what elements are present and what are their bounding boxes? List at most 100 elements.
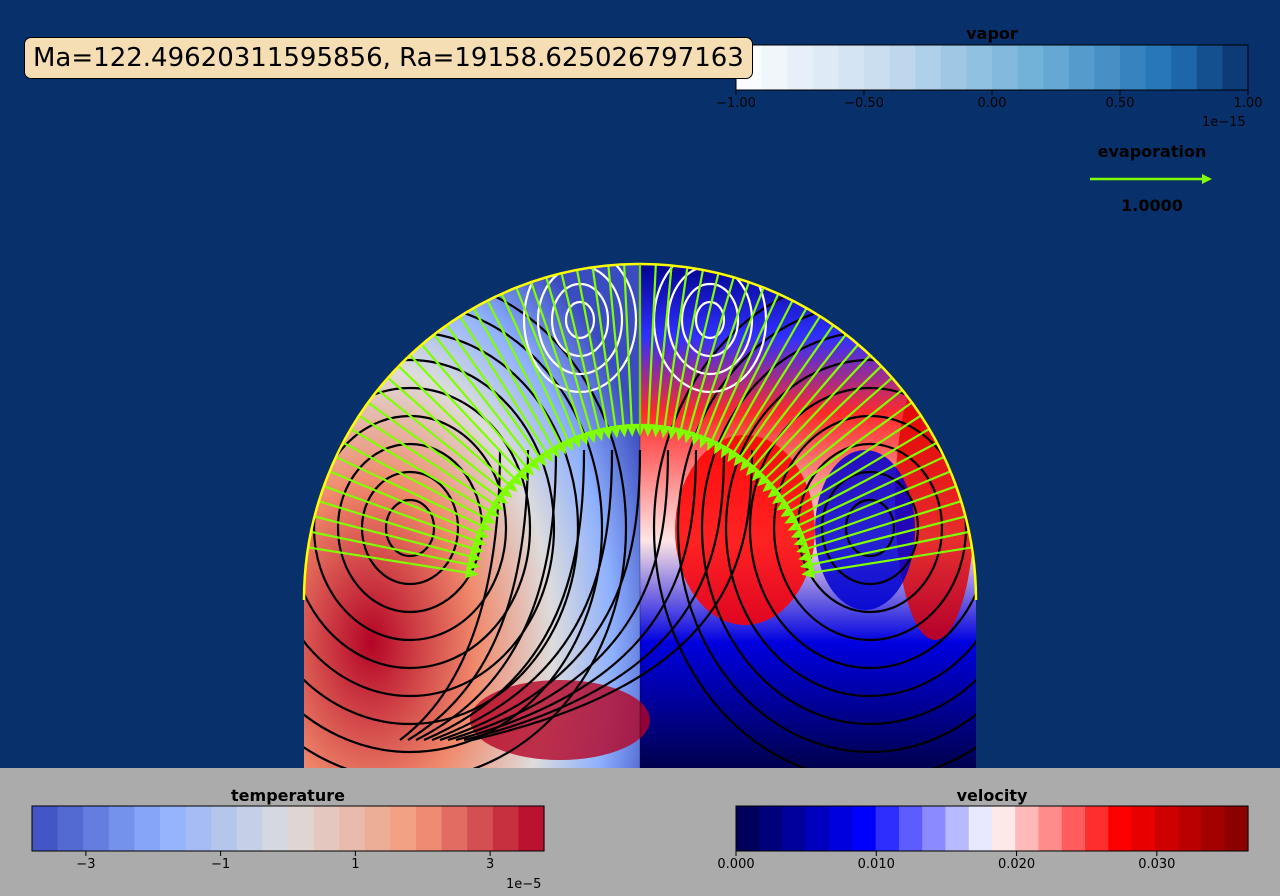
evaporation-arrow-head (762, 479, 776, 493)
evaporation-arrow-head (466, 558, 481, 570)
streamline-central (415, 449, 558, 741)
velocity-colorbar-level-18 (1154, 806, 1179, 851)
evaporation-arrow (734, 324, 835, 465)
evaporation-arrow (685, 277, 735, 441)
temperature-colorbar-level-13 (364, 806, 391, 851)
evaporation-arrow-head (799, 558, 814, 570)
velocity-colorbar-frame (735, 805, 1249, 852)
evaporation-arrow (350, 428, 498, 517)
evaporation-arrow-head (593, 427, 605, 442)
evaporation-arrow (768, 389, 903, 498)
evaporation-arrow (329, 470, 488, 538)
vapor-colorbar-level-9 (966, 45, 993, 90)
evaporation-arrow (763, 376, 893, 492)
evaporation-arrow (662, 267, 689, 436)
evaporation-arrow (795, 485, 957, 545)
velocity-colorbar-tick-label: 0.010 (857, 857, 895, 872)
evaporation-arrow-head (626, 423, 638, 437)
evaporation-arrow-head (577, 431, 589, 446)
evaporation-arrow-head (547, 444, 560, 459)
temperature-colorbar-level-15 (416, 806, 443, 851)
evaporation-arrow-head (470, 542, 484, 554)
evaporation-arrow-head (609, 424, 621, 439)
evaporation-arrows (307, 264, 973, 579)
evaporation-arrow (591, 267, 618, 436)
evaporation-arrow (728, 315, 821, 461)
streamline-top-right (694, 300, 726, 340)
evaporation-arrow (646, 264, 657, 435)
evaporation-arrow-head (504, 479, 518, 493)
velocity-colorbar-level-9 (945, 806, 970, 851)
vapor-colorbar-level-15 (1120, 45, 1147, 90)
streamline-central (455, 449, 698, 742)
evaporation-arrow-head (801, 566, 815, 579)
evaporation-arrow-head (780, 505, 795, 517)
evaporation-arrow-head (767, 485, 781, 498)
evaporation-arrow (560, 273, 603, 439)
vapor-colorbar-level-10 (992, 45, 1019, 90)
evaporation-arrow (721, 307, 808, 457)
velocity-colorbar-level-7 (898, 806, 923, 851)
evaporation-arrow (323, 485, 485, 545)
vapor-colorbar-level-12 (1043, 45, 1070, 90)
velocity-colorbar-level-16 (1108, 806, 1133, 851)
temperature-colorbar-tick-label: −3 (76, 857, 96, 872)
evaporation-arrow-head (515, 467, 529, 481)
evaporation-arrow-head (569, 434, 581, 449)
vapor-colorbar-level-8 (940, 45, 967, 90)
evaporation-arrow-head (683, 429, 695, 444)
vapor-colorbar-level-4 (838, 45, 865, 90)
vapor-colorbar-level-1 (761, 45, 788, 90)
evaporation-arrow (740, 333, 847, 470)
evaporation-arrow-head (784, 512, 799, 524)
evaporation-arrow (420, 343, 534, 475)
velocity-colorbar-level-12 (1015, 806, 1040, 851)
vapor-colorbar-tick-label: −0.50 (844, 96, 884, 111)
vapor-colorbar-level-7 (915, 45, 942, 90)
vapor-colorbar-tick-label: 0.00 (977, 96, 1007, 111)
velocity-colorbar-level-5 (852, 806, 877, 851)
velocity-colorbar-level-19 (1178, 806, 1203, 851)
evaporation-arrow-head (650, 424, 663, 438)
evaporation-arrow-head (494, 491, 508, 505)
temperature-colorbar-level-16 (441, 806, 468, 851)
streamline-left (304, 386, 532, 670)
evaporation-arrow (545, 277, 595, 441)
vapor-colorbar-title: vapor (966, 24, 1018, 43)
temperature-colorbar-bar (31, 805, 545, 856)
streamline-central (423, 449, 586, 742)
bottom-canvas (31, 805, 1249, 856)
evaporation-arrow (530, 281, 588, 444)
streamline-central (399, 449, 502, 741)
evaporation-arrow-head (751, 467, 765, 481)
vapor-multiplier: 1e−15 (1202, 115, 1246, 130)
temperature-colorbar-level-10 (288, 806, 315, 851)
velocity-colorbar-level-1 (759, 806, 784, 851)
evaporation-arrow-head (540, 448, 553, 463)
temperature-colorbar-level-19 (518, 806, 545, 851)
evaporation-arrow (445, 324, 546, 465)
evaporation-arrow (803, 546, 973, 576)
streamline-right (844, 498, 896, 558)
streamline-central (447, 449, 670, 742)
vapor-colorbar-level-16 (1145, 45, 1172, 90)
evaporation-arrow-head (699, 434, 711, 449)
evaporation-arrow-head (485, 505, 500, 517)
temperature-colorbar-level-12 (339, 806, 366, 851)
evaporation-arrow-head (790, 527, 805, 538)
velocity-colorbar-level-2 (782, 806, 807, 851)
evaporation-arrow-head (601, 425, 613, 440)
evaporation-arrow-head (720, 444, 733, 459)
velocity-colorbar-level-3 (805, 806, 830, 851)
evaporation-arrow-head (634, 423, 646, 437)
evaporation-arrow-head (740, 457, 753, 471)
evaporation-arrow (692, 281, 750, 444)
evaporation-arrow-head (527, 457, 540, 471)
velocity-colorbar-level-21 (1224, 806, 1249, 851)
temperature-colorbar-level-14 (390, 806, 417, 851)
evaporation-arrow-head (499, 485, 513, 498)
velocity-colorbar-level-6 (875, 806, 900, 851)
temperature-colorbar-level-7 (211, 806, 238, 851)
evaporation-arrow (335, 455, 491, 531)
